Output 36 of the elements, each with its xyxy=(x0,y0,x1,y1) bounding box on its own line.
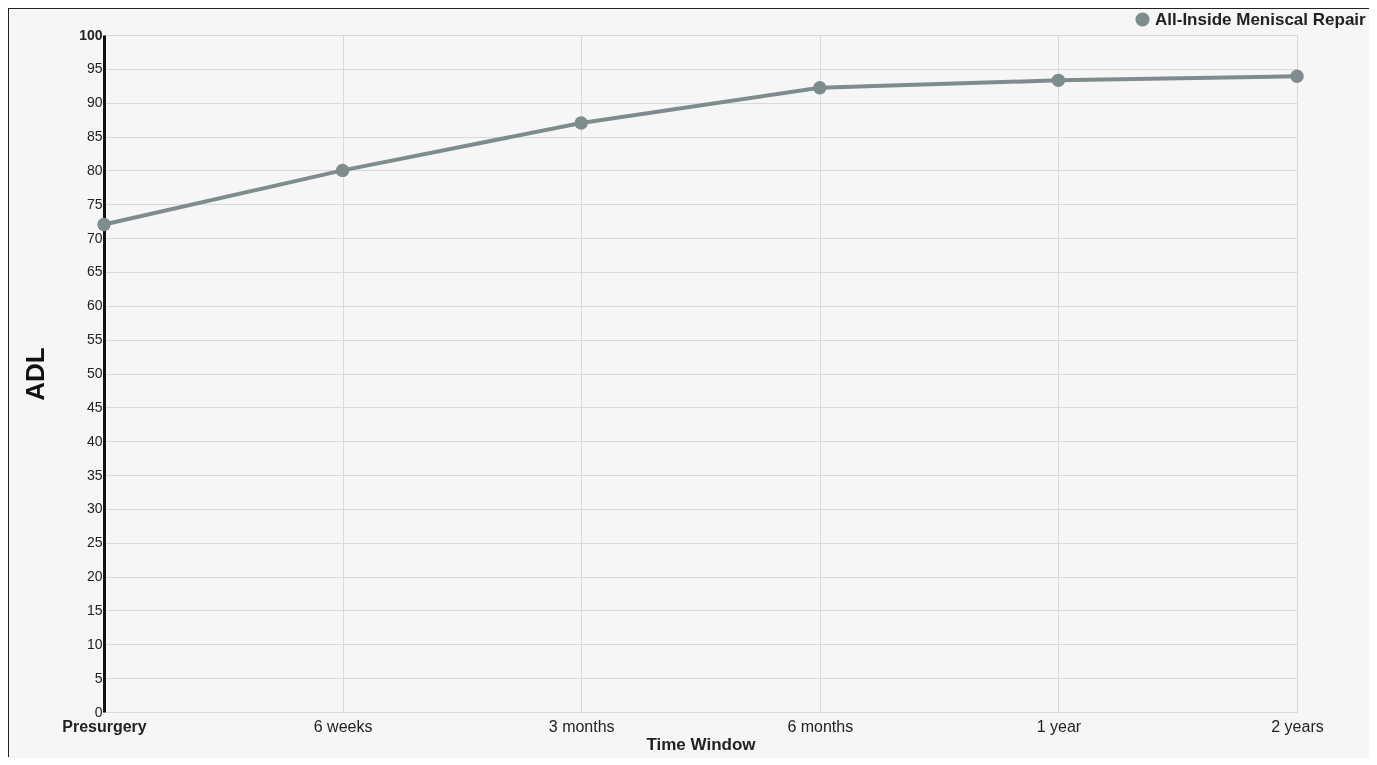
y-tick-label: 85 xyxy=(86,128,103,145)
y-tick-label: 90 xyxy=(86,94,103,111)
y-tick-label: 100 xyxy=(79,26,103,43)
y-tick-label: 80 xyxy=(86,161,103,178)
y-tick-label: 95 xyxy=(86,60,103,77)
x-tick-label: 3 months xyxy=(548,717,615,735)
y-axis-title: ADL xyxy=(20,347,51,401)
y-tick-label: 20 xyxy=(86,568,103,585)
y-tick-label: 75 xyxy=(86,195,103,212)
point xyxy=(813,81,827,95)
x-tick-label: 6 weeks xyxy=(313,717,373,735)
point xyxy=(335,163,350,178)
point xyxy=(574,116,588,130)
y-tick-label: 65 xyxy=(86,263,103,280)
y-tick-label: 55 xyxy=(86,331,103,348)
x-tick-label: 6 months xyxy=(787,717,854,735)
point xyxy=(1051,73,1066,88)
y-tick-label: 10 xyxy=(86,635,103,652)
x-tick-label: 1 year xyxy=(1036,717,1082,735)
y-tick-label: 30 xyxy=(86,500,103,517)
y-tick-label: 60 xyxy=(86,297,103,314)
point xyxy=(97,217,111,232)
y-tick-label: 25 xyxy=(86,534,103,551)
y-tick-label: 40 xyxy=(86,432,103,449)
point xyxy=(1290,69,1304,83)
y-tick-label: 0 xyxy=(94,703,103,720)
y-tick-label: 5 xyxy=(94,669,103,686)
y-tick-label: 70 xyxy=(86,229,103,246)
x-tick-label: 2 years xyxy=(1271,717,1324,735)
y-tick-label: 35 xyxy=(86,466,103,483)
y-tick-label: 15 xyxy=(86,601,103,618)
legend-label: All-Inside Meniscal Repair xyxy=(1155,9,1367,29)
y-tick-label: 50 xyxy=(86,365,103,381)
x-tick-label: Presurgery xyxy=(62,717,147,735)
y-tick-label: 45 xyxy=(86,398,103,415)
x-axis-title: Time Window xyxy=(646,734,757,754)
